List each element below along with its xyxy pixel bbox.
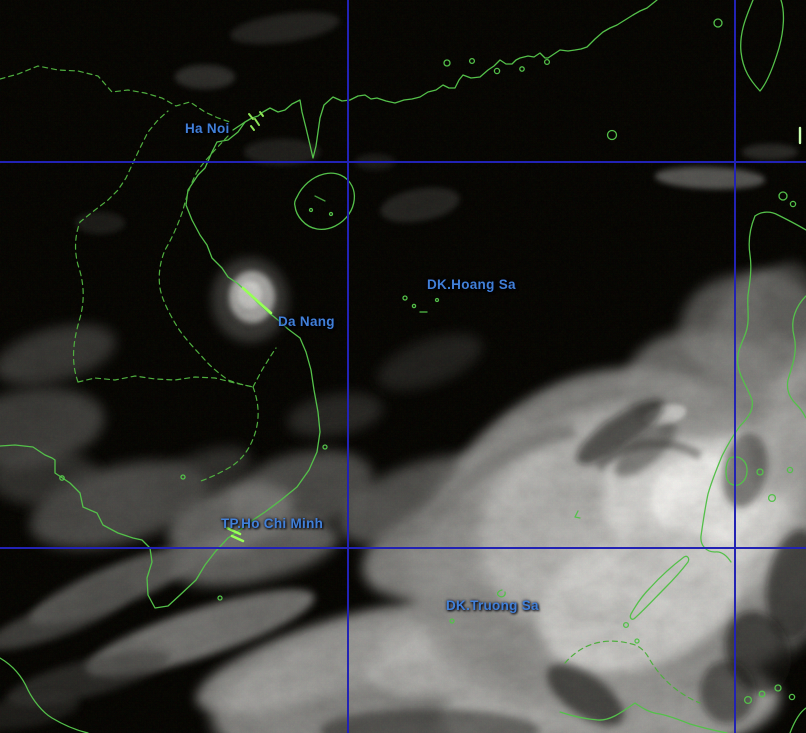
place-label-truong-sa: DK.Truong Sa xyxy=(446,598,539,613)
place-label-ha-noi: Ha Noi xyxy=(185,121,230,136)
place-label-ho-chi-minh: TP.Ho Chi Minh xyxy=(221,516,324,531)
place-label-hoang-sa: DK.Hoang Sa xyxy=(427,277,516,292)
place-label-da-nang: Da Nang xyxy=(278,314,335,329)
border-layer xyxy=(0,65,701,704)
